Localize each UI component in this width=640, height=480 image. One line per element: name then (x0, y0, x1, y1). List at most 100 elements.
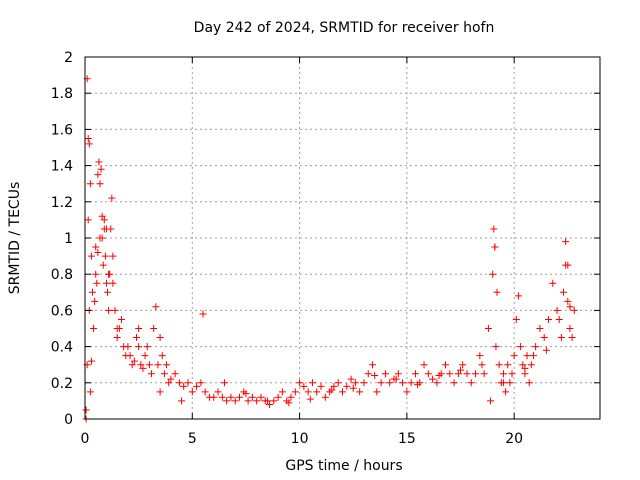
data-point (339, 388, 346, 396)
data-point (300, 382, 308, 390)
data-point (193, 382, 201, 390)
data-point (306, 395, 314, 403)
data-point (566, 303, 574, 311)
x-tick-label: 20 (505, 431, 523, 447)
data-point (150, 325, 158, 332)
data-point (218, 393, 226, 401)
x-tick-label: 0 (81, 431, 90, 447)
data-point (220, 379, 228, 387)
data-point (105, 270, 113, 278)
y-tick-label: 0.4 (51, 340, 73, 356)
data-point (201, 388, 209, 396)
data-point (154, 361, 162, 369)
data-point (356, 388, 364, 396)
data-point (557, 334, 565, 342)
data-point (484, 325, 492, 332)
data-point (407, 379, 415, 387)
data-point (564, 261, 572, 269)
data-point (165, 379, 173, 387)
data-point (527, 361, 535, 369)
data-point (566, 325, 574, 332)
data-point (287, 393, 295, 401)
y-tick-label: 1.4 (51, 159, 73, 175)
data-point (85, 140, 93, 148)
data-point (111, 306, 119, 314)
data-point (113, 334, 121, 342)
data-point (156, 334, 164, 342)
data-point (420, 361, 428, 369)
data-point (512, 315, 520, 323)
data-point (143, 343, 151, 351)
data-point (92, 243, 100, 251)
data-point (274, 393, 282, 401)
data-point (248, 393, 256, 401)
data-point (113, 325, 121, 332)
data-point (135, 343, 143, 351)
data-point (270, 397, 278, 405)
data-point (214, 388, 222, 396)
y-tick-label: 1.2 (51, 195, 73, 211)
data-point (386, 379, 394, 387)
data-point (508, 370, 516, 378)
data-point (493, 288, 501, 296)
data-point (392, 375, 400, 383)
data-point (521, 364, 529, 372)
data-point (107, 225, 115, 233)
data-point (381, 370, 389, 378)
data-point (478, 361, 486, 369)
data-point (180, 382, 188, 390)
data-point (223, 397, 231, 405)
data-point (349, 384, 357, 392)
data-point (93, 279, 101, 287)
data-point (96, 180, 104, 188)
data-point (499, 379, 507, 387)
data-point (141, 352, 149, 360)
data-point (98, 212, 106, 220)
data-point (263, 397, 271, 405)
data-point (171, 370, 179, 378)
data-point (480, 370, 488, 378)
data-point (304, 388, 312, 396)
data-point (163, 361, 171, 369)
data-point (86, 388, 94, 396)
data-point (117, 315, 125, 323)
data-point (105, 306, 113, 314)
data-point (517, 343, 525, 351)
y-tick-label: 2 (64, 50, 73, 66)
data-point (130, 357, 138, 365)
data-point (394, 370, 402, 378)
data-point (87, 357, 95, 365)
y-tick-label: 1.6 (51, 122, 73, 138)
data-point (360, 379, 368, 387)
chart-title: Day 242 of 2024, SRMTID for receiver hof… (194, 20, 495, 36)
data-point (91, 297, 99, 305)
data-point (499, 370, 507, 378)
data-point (540, 334, 548, 342)
data-point (454, 370, 462, 378)
data-point (94, 248, 102, 256)
data-point (490, 225, 498, 233)
data-point (104, 288, 112, 296)
data-point (457, 366, 465, 374)
data-point (285, 399, 293, 407)
data-point (347, 375, 355, 383)
data-point (369, 361, 377, 369)
data-point (84, 216, 92, 224)
data-point (321, 393, 329, 401)
data-point (351, 379, 359, 387)
data-point (489, 270, 497, 278)
data-point (446, 370, 454, 378)
data-point (502, 388, 510, 396)
data-point (137, 361, 145, 369)
data-point (82, 406, 90, 414)
data-point (128, 361, 136, 369)
y-tick-label: 0.2 (51, 376, 73, 392)
data-point (476, 352, 484, 360)
data-point (158, 352, 166, 360)
data-point (124, 343, 132, 351)
data-point (328, 386, 336, 394)
data-point (487, 397, 495, 405)
data-point (495, 361, 503, 369)
data-point (514, 292, 522, 300)
